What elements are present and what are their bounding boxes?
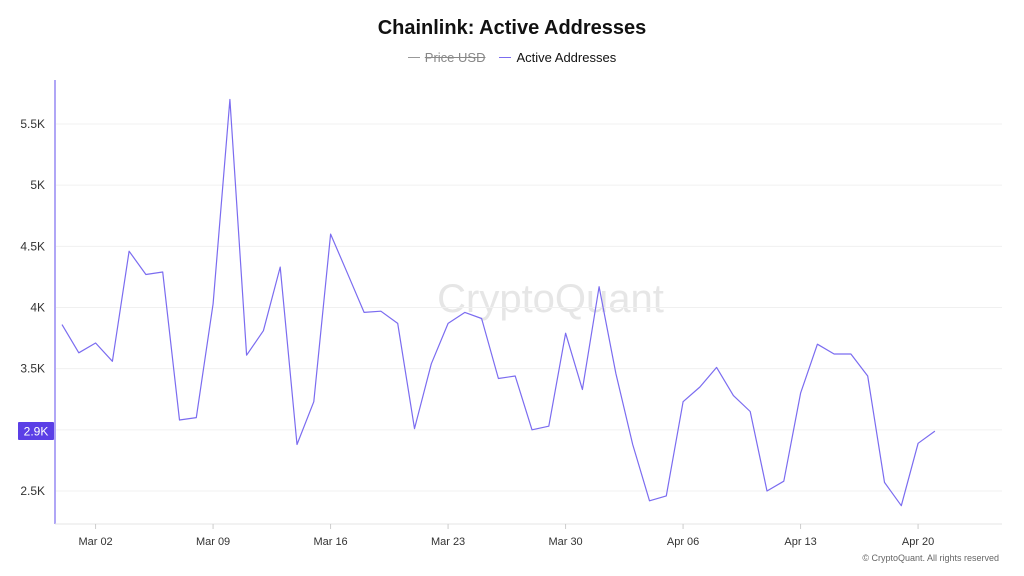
x-tick-label: Mar 30 xyxy=(548,536,582,548)
legend-label-active-addresses: Active Addresses xyxy=(516,50,617,65)
y-tick-label: 4K xyxy=(30,301,45,315)
series-line-active-addresses[interactable] xyxy=(61,98,936,507)
y-tick-label: 4.5K xyxy=(20,239,45,253)
watermark-text: CryptoQuant xyxy=(437,277,664,321)
x-tick-label: Mar 09 xyxy=(196,536,230,548)
y-tick-label: 3.5K xyxy=(20,362,45,376)
chart-legend: Price USD Active Addresses xyxy=(0,50,1024,65)
y-tick-label: 5.5K xyxy=(20,117,45,131)
x-tick-label: Apr 20 xyxy=(902,536,934,548)
x-tick-label: Apr 13 xyxy=(784,536,816,548)
current-value-badge xyxy=(18,422,54,441)
y-tick-label: 2.5K xyxy=(20,484,45,498)
chart-title: Chainlink: Active Addresses xyxy=(377,17,647,39)
current-value-label: 2.9K xyxy=(24,425,49,439)
x-tick-label: Mar 16 xyxy=(313,536,347,548)
x-tick-label: Mar 23 xyxy=(431,536,465,548)
copyright-footer: © CryptoQuant. All rights reserved xyxy=(862,553,999,563)
legend-swatch-price-usd xyxy=(407,57,420,58)
x-tick-label: Apr 06 xyxy=(667,536,699,548)
legend-label-price-usd: Price USD xyxy=(424,50,486,65)
legend-item-active-addresses[interactable]: Active Addresses xyxy=(499,50,616,65)
x-tick-label: Mar 02 xyxy=(78,536,112,548)
y-tick-label: 5K xyxy=(30,178,45,192)
legend-swatch-active-addresses xyxy=(499,57,512,58)
legend-item-price-usd[interactable]: Price USD xyxy=(407,50,486,65)
